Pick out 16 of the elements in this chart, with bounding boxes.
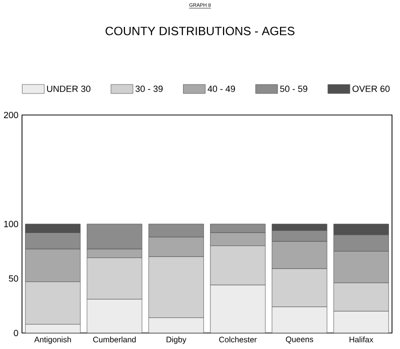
y-tick-label: 50	[8, 275, 18, 282]
legend-label: 40 - 49	[208, 86, 235, 92]
legend-label: UNDER 30	[47, 86, 90, 92]
bar	[272, 306, 327, 333]
y-tick-label: 0	[14, 330, 18, 336]
y-tick-label: 200	[4, 112, 18, 118]
chart-title: COUNTY DISTRIBUTIONS - AGES	[106, 26, 294, 36]
bar	[333, 311, 389, 333]
legend-label: OVER 60	[352, 86, 390, 92]
legend-label: 30 - 39	[136, 86, 163, 92]
bar	[25, 324, 80, 333]
y-tick-label: 100	[4, 220, 18, 228]
legend-label: 50 - 59	[280, 86, 308, 92]
bar	[87, 299, 142, 333]
bar	[148, 318, 204, 333]
bar	[210, 285, 266, 333]
